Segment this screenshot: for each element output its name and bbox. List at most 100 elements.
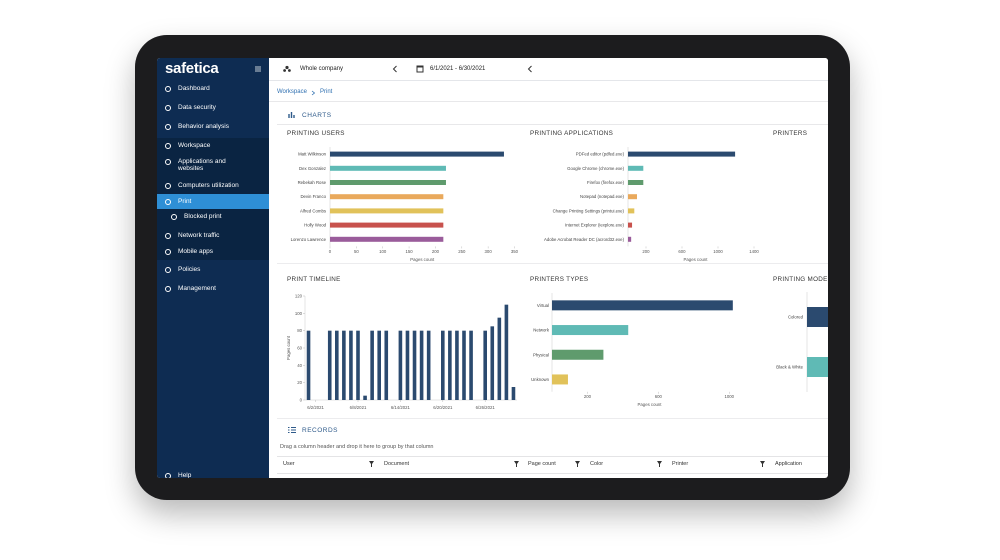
divider [277,418,828,419]
divider [277,263,828,264]
column-header[interactable]: Color [590,461,604,467]
chart-title: PRINT TIMELINE [287,276,341,283]
column-header[interactable]: Application [775,461,802,467]
x-tick-label: 6/26/2021 [476,405,496,410]
menu-icon [165,232,171,239]
menu-item[interactable]: Management [178,285,216,292]
section-heading: CHARTS [302,112,332,119]
menu-item[interactable]: Mobile apps [178,248,214,255]
scope[interactable]: Whole company [300,66,344,72]
logo: safetica [165,60,219,77]
bar [330,236,444,242]
category-label: Physical [533,352,549,357]
x-tick-label: 100 [379,249,387,254]
bar [628,236,632,242]
bar [412,330,417,400]
bar [552,349,604,360]
x-tick-label: 6/20/2021 [433,405,453,410]
y-tick-label: 20 [297,380,302,385]
bar [330,180,446,185]
x-tick-label: 600 [678,249,686,254]
menu-item[interactable]: Network traffic [178,232,220,239]
menu-item[interactable]: Dashboard [178,85,210,92]
category-label: Adobe Acrobat Reader DC (acrord32.exe) [544,237,625,242]
bar [330,151,504,157]
filter-icon [575,461,580,467]
screen: safetica Dashboard Data security Behavior … [157,58,828,478]
breadcrumb-sep [311,90,316,96]
bar [483,330,487,400]
category-label: Dex Gonzalez [299,166,326,171]
chart-title: PRINTING MODES [773,276,828,283]
bar [511,387,516,400]
charts-icon [288,112,295,118]
menu-item[interactable]: Applications and websites [178,158,226,172]
bar [628,208,635,214]
bar [448,330,452,400]
menu-icon [165,266,171,273]
bar [330,222,444,228]
bar [330,208,444,214]
x-tick-label: 1000 [724,394,734,399]
bar [462,330,466,400]
chart-title: PRINTING APPLICATIONS [530,130,613,137]
x-tick-label: 600 [655,394,663,399]
menu-icon [165,123,171,130]
menu-item[interactable]: Data security [178,104,216,111]
bar [330,194,444,200]
menu-item[interactable]: Print [178,198,192,205]
menu-icon [165,142,171,149]
category-label: Lorenzo Lawrence [291,237,327,242]
menu-item[interactable]: Help [178,472,192,478]
y-tick-label: 60 [297,346,302,351]
column-header[interactable]: User [283,461,295,467]
bar [370,330,374,400]
x-axis-label: Pages count [638,402,663,407]
category-label: Black & White [776,365,803,370]
bar [441,330,445,400]
x-tick-label: 350 [511,249,519,254]
bar [628,165,644,171]
bar [330,165,446,171]
menu-icon [165,248,171,255]
x-tick-label: 200 [584,394,592,399]
y-tick-label: 120 [295,294,303,299]
category-label: Devin Franco [300,194,326,199]
x-tick-label: 200 [432,249,440,254]
y-tick-label: 40 [297,363,302,368]
menu-icon [165,158,171,165]
bar [327,330,332,400]
x-tick-label: 200 [642,249,650,254]
menu-icon [165,104,171,111]
y-tick-label: 100 [295,311,303,316]
back-button[interactable] [392,65,398,73]
calendar-icon [416,65,424,73]
category-label: Rebekah Rose [298,180,327,185]
bar [552,374,568,385]
bar [335,330,339,400]
breadcrumb[interactable]: Workspace [277,89,307,95]
menu-toggle[interactable] [255,66,261,72]
active-item-bg [157,194,269,209]
date-range[interactable]: 6/1/2021 - 6/30/2021 [430,66,486,72]
x-tick-label: 1000 [713,249,723,254]
menu-item[interactable]: Policies [178,266,201,273]
section-heading: RECORDS [302,427,339,434]
menu-item[interactable]: Behavior analysis [178,123,229,130]
category-label: Notepad (notepad.exe) [580,194,625,199]
column-header[interactable]: Page count [528,461,556,467]
column-header[interactable]: Printer [672,461,689,467]
divider [277,124,828,125]
menu-item[interactable]: Blocked print [184,213,222,220]
prev-button[interactable] [527,65,533,73]
column-header[interactable]: Document [384,461,410,467]
bar [398,330,403,400]
menu-icon [165,285,171,292]
category-label: Firefox (firefox.exe) [587,180,625,185]
category-label: Holly Wood [304,223,327,228]
bar [363,395,367,400]
category-label: Unknown [531,377,550,382]
menu-item[interactable]: Computers utilization [178,182,239,189]
bar [356,330,360,400]
menu-item[interactable]: Workspace [178,142,211,149]
